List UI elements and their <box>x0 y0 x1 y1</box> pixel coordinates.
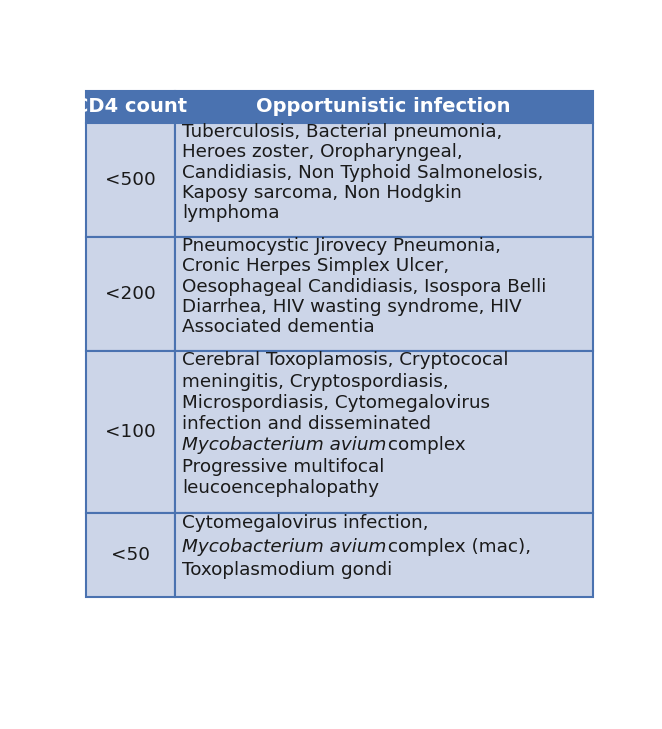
Text: Microspordiasis, Cytomegalovirus: Microspordiasis, Cytomegalovirus <box>182 394 491 412</box>
Bar <box>175 237 592 351</box>
Text: Toxoplasmodium gondi: Toxoplasmodium gondi <box>182 561 393 579</box>
Text: Progressive multifocal: Progressive multifocal <box>182 458 385 476</box>
Text: <100: <100 <box>105 423 156 440</box>
Text: Kaposy sarcoma, Non Hodgkin: Kaposy sarcoma, Non Hodgkin <box>182 184 462 202</box>
Text: leucoencephalopathy: leucoencephalopathy <box>182 479 379 497</box>
Text: Pneumocystic Jirovecy Pneumonia,: Pneumocystic Jirovecy Pneumonia, <box>182 237 501 255</box>
Text: Candidiasis, Non Typhoid Salmonelosis,: Candidiasis, Non Typhoid Salmonelosis, <box>182 164 544 182</box>
Text: Heroes zoster, Oropharyngeal,: Heroes zoster, Oropharyngeal, <box>182 144 463 161</box>
Text: Mycobacterium avium: Mycobacterium avium <box>182 437 387 454</box>
Bar <box>175 512 592 597</box>
Bar <box>175 123 592 237</box>
Text: Associated dementia: Associated dementia <box>182 319 375 336</box>
Text: Opportunistic infection: Opportunistic infection <box>256 97 511 116</box>
Text: Tuberculosis, Bacterial pneumonia,: Tuberculosis, Bacterial pneumonia, <box>182 123 502 141</box>
Text: Mycobacterium avium: Mycobacterium avium <box>182 537 387 555</box>
Text: lymphoma: lymphoma <box>182 204 280 222</box>
Text: Diarrhea, HIV wasting syndrome, HIV: Diarrhea, HIV wasting syndrome, HIV <box>182 298 522 316</box>
Bar <box>86 90 175 123</box>
Text: <50: <50 <box>111 546 150 564</box>
Text: infection and disseminated: infection and disseminated <box>182 416 432 433</box>
Bar <box>86 512 175 597</box>
Text: Oesophageal Candidiasis, Isospora Belli: Oesophageal Candidiasis, Isospora Belli <box>182 278 547 296</box>
Text: complex: complex <box>383 437 466 454</box>
Text: Cytomegalovirus infection,: Cytomegalovirus infection, <box>182 514 429 532</box>
Text: <200: <200 <box>105 285 156 303</box>
Text: <500: <500 <box>105 171 156 189</box>
Text: complex (mac),: complex (mac), <box>383 537 532 555</box>
Text: Cronic Herpes Simplex Ulcer,: Cronic Herpes Simplex Ulcer, <box>182 257 449 276</box>
Text: Cerebral Toxoplamosis, Cryptococal: Cerebral Toxoplamosis, Cryptococal <box>182 351 509 370</box>
Bar <box>86 351 175 512</box>
Bar <box>175 351 592 512</box>
Bar <box>175 90 592 123</box>
Text: meningitis, Cryptospordiasis,: meningitis, Cryptospordiasis, <box>182 373 449 391</box>
Bar <box>86 237 175 351</box>
Bar <box>86 123 175 237</box>
Text: CD4 count: CD4 count <box>73 97 187 116</box>
